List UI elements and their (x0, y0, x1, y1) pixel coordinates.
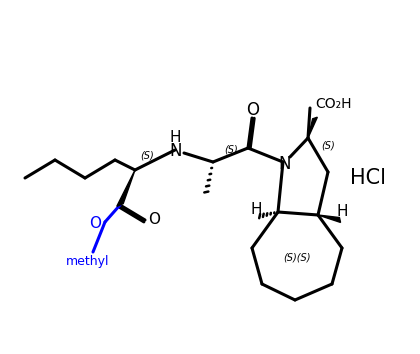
Text: (S): (S) (140, 151, 154, 161)
Text: (S)(S): (S)(S) (283, 253, 311, 263)
Text: O: O (247, 101, 260, 119)
Polygon shape (117, 170, 135, 206)
Text: (S): (S) (224, 144, 238, 154)
Text: HCl: HCl (350, 168, 386, 188)
Text: methyl: methyl (66, 256, 110, 268)
Text: N: N (170, 142, 182, 160)
Text: O: O (89, 216, 101, 230)
Text: H: H (169, 130, 181, 144)
Text: H: H (250, 201, 262, 217)
Text: CO₂H: CO₂H (315, 97, 351, 111)
Text: H: H (336, 204, 348, 218)
Polygon shape (318, 215, 341, 222)
Text: O: O (148, 211, 160, 227)
Polygon shape (308, 117, 318, 138)
Text: N: N (279, 155, 291, 173)
Text: (S): (S) (321, 141, 335, 151)
